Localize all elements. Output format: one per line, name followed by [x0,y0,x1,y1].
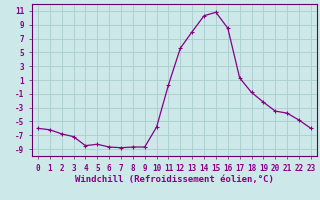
X-axis label: Windchill (Refroidissement éolien,°C): Windchill (Refroidissement éolien,°C) [75,175,274,184]
